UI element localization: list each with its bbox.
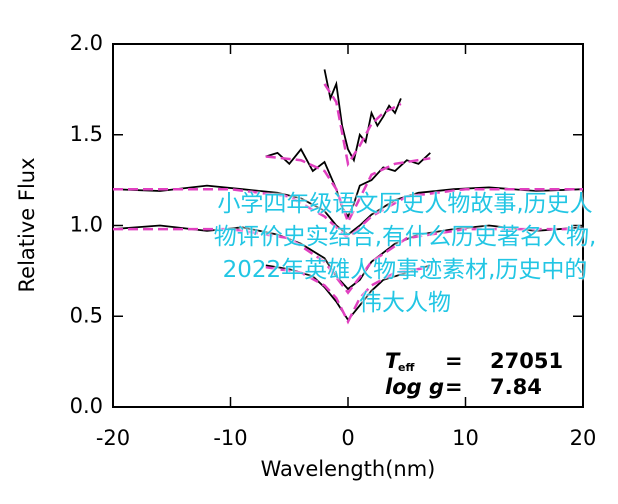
annotation-label: T: [385, 349, 401, 373]
y-tick-label: 0.0: [70, 394, 103, 418]
x-tick-label: -20: [96, 426, 130, 450]
annotation-subscript: eff: [398, 361, 414, 374]
annotation-equals: =: [445, 375, 463, 399]
spectrum-line: [265, 147, 431, 219]
spectrum-line: [323, 83, 402, 168]
x-tick-label: 20: [570, 426, 597, 450]
spectrum-line: [113, 227, 583, 295]
spectrum-line: [265, 155, 431, 226]
y-tick-label: 0.5: [70, 303, 103, 327]
annotation-equals: =: [445, 349, 463, 373]
y-tick-label: 1.5: [70, 122, 103, 146]
annotation-value: 7.84: [490, 375, 542, 399]
y-tick-label: 2.0: [70, 31, 103, 55]
spectrum-line: [265, 265, 431, 325]
y-tick-label: 1.0: [70, 213, 103, 237]
x-axis-label: Wavelength(nm): [261, 457, 436, 481]
annotation-value: 27051: [490, 349, 563, 373]
spectrum-line: [323, 69, 402, 163]
x-tick-label: -10: [213, 426, 247, 450]
overlay-text: 小学四年级语文历史人物故事,历史人物评价史实结合,有什么历史著名人物,2022年…: [213, 191, 597, 316]
annotation: T eff = 27051 log g = 7.84: [385, 349, 563, 399]
spectrum-line: [113, 187, 583, 240]
y-axis-label: Relative Flux: [15, 157, 39, 292]
annotation-label: log g: [385, 375, 444, 399]
x-tick-label: 10: [452, 426, 479, 450]
x-tick-label: 0: [341, 426, 354, 450]
